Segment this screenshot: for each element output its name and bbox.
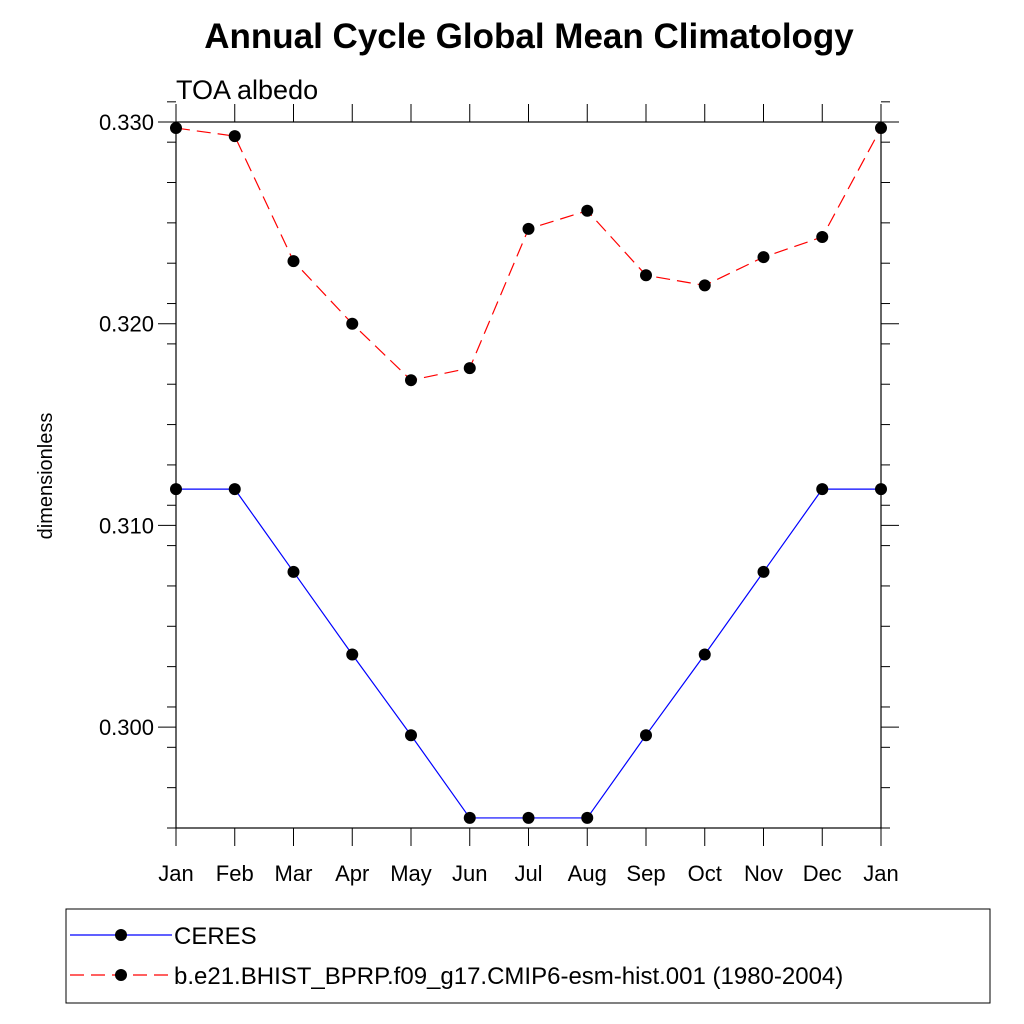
data-point	[287, 255, 300, 268]
x-tick-labels: Jan Feb Mar Apr May Jun Jul Aug Sep Oct Nov Dec Jan	[158, 861, 898, 886]
x-tick-label: Dec	[803, 861, 842, 886]
data-point	[698, 279, 711, 292]
x-tick-label: Jun	[452, 861, 487, 886]
series-line-1	[176, 488, 881, 819]
legend-box	[65, 908, 991, 1004]
plot-frame	[175, 121, 882, 829]
data-point	[287, 565, 300, 578]
x-tick-label: Mar	[275, 861, 313, 886]
data-point	[581, 811, 594, 824]
x-tick-label: Feb	[216, 861, 254, 886]
y-tick-label: 0.320	[99, 312, 154, 337]
series-line-2	[175, 127, 882, 381]
x-tick-label: Aug	[568, 861, 607, 886]
x-tick-label: Nov	[744, 861, 783, 886]
x-tick-label: May	[390, 861, 432, 886]
data-point	[346, 317, 359, 330]
x-tick-label: Apr	[335, 861, 369, 886]
legend: CERES b.e21.BHIST_BPRP.f09_g17.CMIP6-esm-…	[65, 908, 991, 1004]
data-point	[405, 729, 417, 742]
data-point	[816, 230, 829, 243]
data-point	[640, 269, 652, 282]
x-tick-label: Jan	[158, 861, 193, 886]
legend-label-1: CERES	[174, 923, 257, 950]
data-point	[757, 565, 770, 578]
data-point	[405, 374, 417, 387]
y-tick-labels: 0.300 0.310 0.320 0.330	[99, 110, 154, 740]
x-tick-label: Jan	[863, 861, 898, 886]
x-tick-label: Oct	[688, 861, 722, 886]
x-tick-label: Sep	[626, 861, 665, 886]
x-tick-label: Jul	[514, 861, 542, 886]
series-layer	[170, 122, 887, 824]
legend-marker	[115, 929, 127, 941]
y-tick-label: 0.330	[99, 110, 154, 135]
data-point	[463, 362, 476, 375]
data-point	[757, 251, 770, 264]
legend-marker	[115, 969, 127, 981]
y-tick-label: 0.300	[99, 715, 154, 740]
data-point	[698, 648, 711, 661]
data-point	[581, 204, 594, 217]
axis-ticks	[158, 104, 899, 846]
data-point	[346, 648, 359, 661]
data-point	[522, 222, 535, 235]
chart-subtitle: TOA albedo	[176, 75, 318, 105]
chart-title: Annual Cycle Global Mean Climatology	[204, 17, 854, 56]
data-point	[522, 811, 535, 824]
y-minor-ticks	[167, 101, 890, 829]
data-point	[463, 811, 476, 824]
legend-label-2: b.e21.BHIST_BPRP.f09_g17.CMIP6-esm-hist.…	[174, 963, 843, 990]
data-point	[228, 130, 241, 143]
data-point	[640, 729, 652, 742]
data-point	[816, 483, 829, 496]
data-point	[228, 483, 241, 496]
y-axis-label: dimensionless	[35, 413, 57, 540]
y-tick-label: 0.310	[99, 513, 154, 538]
